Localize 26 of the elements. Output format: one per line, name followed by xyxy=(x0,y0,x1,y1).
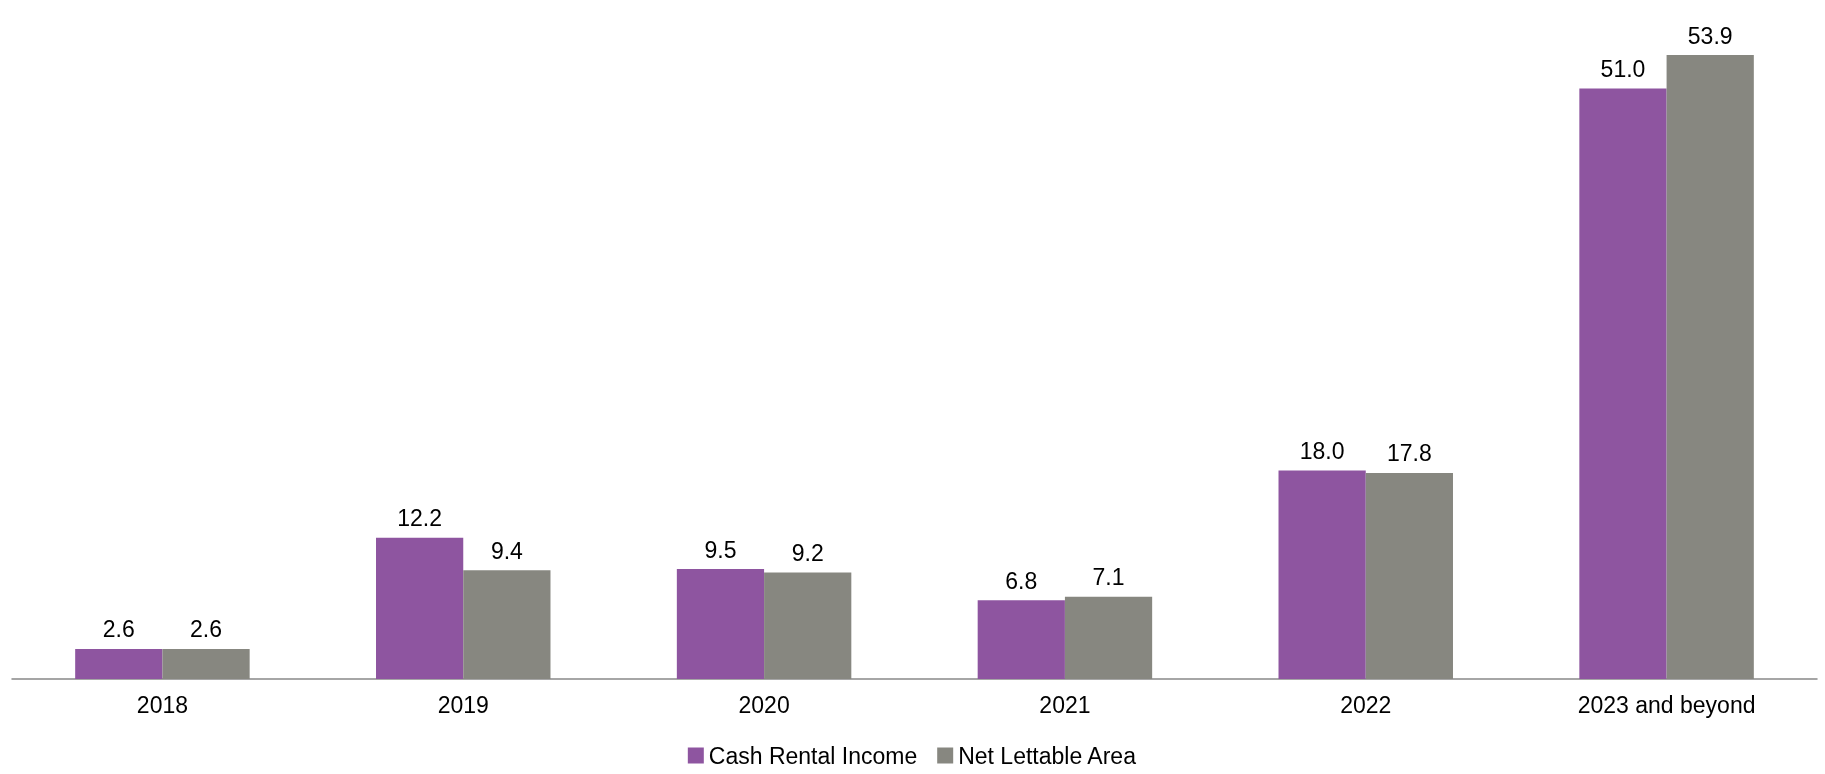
data-label: 9.2 xyxy=(791,539,824,566)
data-label: 18.0 xyxy=(1299,438,1345,465)
data-label: 2.6 xyxy=(102,616,135,643)
data-label: 7.1 xyxy=(1092,564,1125,591)
data-label: 9.5 xyxy=(704,536,737,563)
legend-label: Cash Rental Income xyxy=(708,742,918,769)
data-label: 2.6 xyxy=(190,616,223,643)
data-label: 6.8 xyxy=(1005,567,1038,594)
x-tick-label: 2022 xyxy=(1340,691,1392,718)
bar xyxy=(376,537,464,679)
x-tick-label: 2021 xyxy=(1039,691,1091,718)
x-tick-label: 2019 xyxy=(437,691,489,718)
x-tick-label: 2018 xyxy=(136,691,188,718)
bar xyxy=(1278,470,1366,679)
data-label: 9.4 xyxy=(490,537,524,564)
x-tick-label: 2023 and beyond xyxy=(1577,691,1756,718)
bar xyxy=(75,648,163,679)
data-label: 12.2 xyxy=(397,505,443,532)
bar xyxy=(1579,88,1667,679)
x-tick-label: 2020 xyxy=(738,691,790,718)
data-label: 53.9 xyxy=(1687,22,1733,49)
data-label: 17.8 xyxy=(1386,440,1432,467)
bar xyxy=(977,600,1065,679)
bar xyxy=(676,569,765,679)
legend-label: Net Lettable Area xyxy=(958,742,1137,769)
data-label: 51.0 xyxy=(1600,56,1646,83)
